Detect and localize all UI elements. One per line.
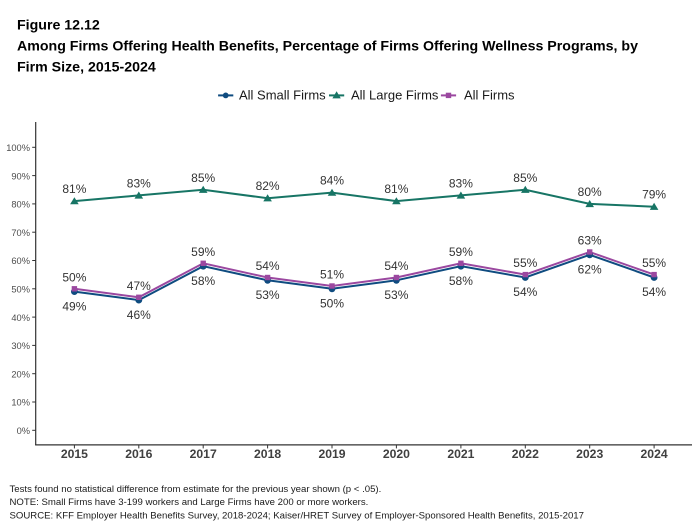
svg-text:84%: 84%	[320, 174, 344, 188]
svg-text:Figure 12.12: Figure 12.12	[17, 18, 100, 34]
svg-text:83%: 83%	[127, 176, 151, 190]
svg-text:Among Firms Offering Health Be: Among Firms Offering Health Benefits, Pe…	[17, 39, 638, 55]
svg-text:70%: 70%	[11, 228, 30, 238]
svg-text:60%: 60%	[11, 256, 30, 266]
svg-text:2018: 2018	[254, 447, 281, 461]
svg-text:49%: 49%	[62, 299, 86, 313]
svg-text:55%: 55%	[513, 256, 537, 270]
svg-text:59%: 59%	[449, 245, 473, 259]
svg-text:50%: 50%	[320, 297, 344, 311]
svg-text:2020: 2020	[383, 447, 410, 461]
svg-text:58%: 58%	[191, 274, 215, 288]
svg-text:2015: 2015	[61, 447, 88, 461]
svg-text:54%: 54%	[384, 259, 408, 273]
svg-text:100%: 100%	[6, 143, 30, 153]
svg-text:Firm Size, 2015-2024: Firm Size, 2015-2024	[17, 60, 156, 76]
svg-text:81%: 81%	[384, 182, 408, 196]
svg-text:90%: 90%	[11, 171, 30, 181]
svg-text:58%: 58%	[449, 274, 473, 288]
svg-text:20%: 20%	[11, 369, 30, 379]
svg-text:All Large Firms: All Large Firms	[351, 88, 439, 103]
svg-text:2019: 2019	[318, 447, 345, 461]
svg-text:47%: 47%	[127, 279, 151, 293]
svg-text:All Small Firms: All Small Firms	[239, 88, 326, 103]
svg-text:80%: 80%	[11, 200, 30, 210]
svg-text:46%: 46%	[127, 308, 151, 322]
svg-text:50%: 50%	[11, 285, 30, 295]
svg-text:82%: 82%	[256, 179, 280, 193]
svg-text:53%: 53%	[256, 288, 280, 302]
svg-text:NOTE: Small Firms have 3-199 w: NOTE: Small Firms have 3-199 workers and…	[10, 497, 369, 508]
svg-text:30%: 30%	[11, 341, 30, 351]
svg-text:2021: 2021	[447, 447, 474, 461]
svg-text:85%: 85%	[191, 171, 215, 185]
svg-text:59%: 59%	[191, 245, 215, 259]
svg-text:Tests found no statistical dif: Tests found no statistical difference fr…	[10, 484, 382, 495]
svg-text:62%: 62%	[578, 263, 602, 277]
svg-text:SOURCE: KFF Employer Health Be: SOURCE: KFF Employer Health Benefits Sur…	[10, 510, 584, 521]
svg-text:2017: 2017	[190, 447, 217, 461]
svg-text:54%: 54%	[642, 285, 666, 299]
svg-text:54%: 54%	[256, 259, 280, 273]
svg-text:80%: 80%	[578, 185, 602, 199]
svg-text:0%: 0%	[17, 426, 30, 436]
svg-text:54%: 54%	[513, 285, 537, 299]
svg-text:50%: 50%	[62, 270, 86, 284]
svg-text:51%: 51%	[320, 268, 344, 282]
svg-text:79%: 79%	[642, 188, 666, 202]
svg-text:81%: 81%	[62, 182, 86, 196]
svg-text:2016: 2016	[125, 447, 152, 461]
svg-text:53%: 53%	[384, 288, 408, 302]
svg-text:2022: 2022	[512, 447, 539, 461]
svg-text:2023: 2023	[576, 447, 603, 461]
svg-text:83%: 83%	[449, 176, 473, 190]
svg-text:40%: 40%	[11, 313, 30, 323]
svg-text:63%: 63%	[578, 234, 602, 248]
svg-text:10%: 10%	[11, 398, 30, 408]
svg-text:2024: 2024	[641, 447, 668, 461]
svg-text:55%: 55%	[642, 256, 666, 270]
svg-text:85%: 85%	[513, 171, 537, 185]
svg-text:All Firms: All Firms	[464, 88, 515, 103]
